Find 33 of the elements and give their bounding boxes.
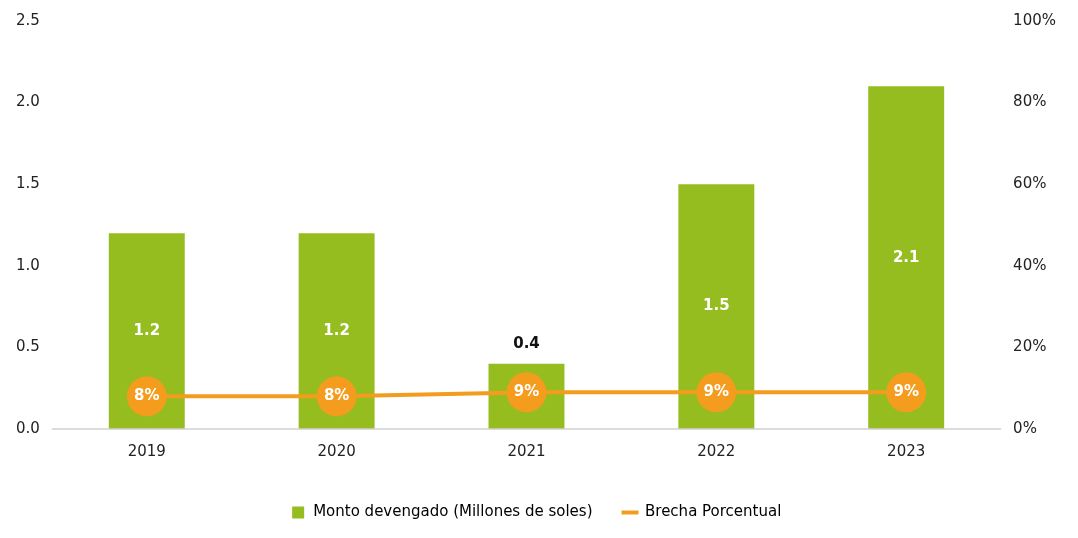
data-label: 9% <box>893 382 919 401</box>
y2-tick-label: 60% <box>1013 174 1047 193</box>
data-label: 0.4 <box>513 333 540 352</box>
legend-label: Brecha Porcentual <box>645 502 782 521</box>
y2-tick-label: 20% <box>1013 337 1047 356</box>
y2-tick-label: 40% <box>1013 255 1047 274</box>
y-tick-label: 2.0 <box>16 92 40 111</box>
y2-tick-label: 80% <box>1013 92 1047 111</box>
x-tick-label: 2023 <box>887 441 926 460</box>
data-label: 1.2 <box>323 320 350 339</box>
bar <box>298 233 375 429</box>
y-tick-label: 1.5 <box>16 174 40 193</box>
data-label: 1.5 <box>703 296 730 315</box>
bar <box>678 184 755 429</box>
bar <box>868 86 945 429</box>
data-label: 9% <box>703 382 730 401</box>
y-tick-label: 2.5 <box>16 10 40 29</box>
x-tick-label: 2021 <box>507 441 546 460</box>
y2-tick-label: 0% <box>1013 418 1037 437</box>
bar <box>108 233 185 429</box>
y-tick-label: 0.5 <box>16 337 40 356</box>
data-label: 8% <box>134 386 160 405</box>
legend-label: Monto devengado (Millones de soles) <box>313 502 593 521</box>
y-tick-label: 0.0 <box>16 418 40 437</box>
x-tick-label: 2022 <box>697 441 736 460</box>
data-label: 8% <box>323 386 350 405</box>
y-tick-label: 1.0 <box>16 255 40 274</box>
data-label: 1.2 <box>133 320 161 339</box>
data-label: 9% <box>513 382 540 401</box>
data-label: 2.1 <box>892 247 920 266</box>
x-tick-label: 2020 <box>317 441 356 460</box>
y2-tick-label: 100% <box>1013 10 1057 29</box>
x-tick-label: 2019 <box>127 441 166 460</box>
